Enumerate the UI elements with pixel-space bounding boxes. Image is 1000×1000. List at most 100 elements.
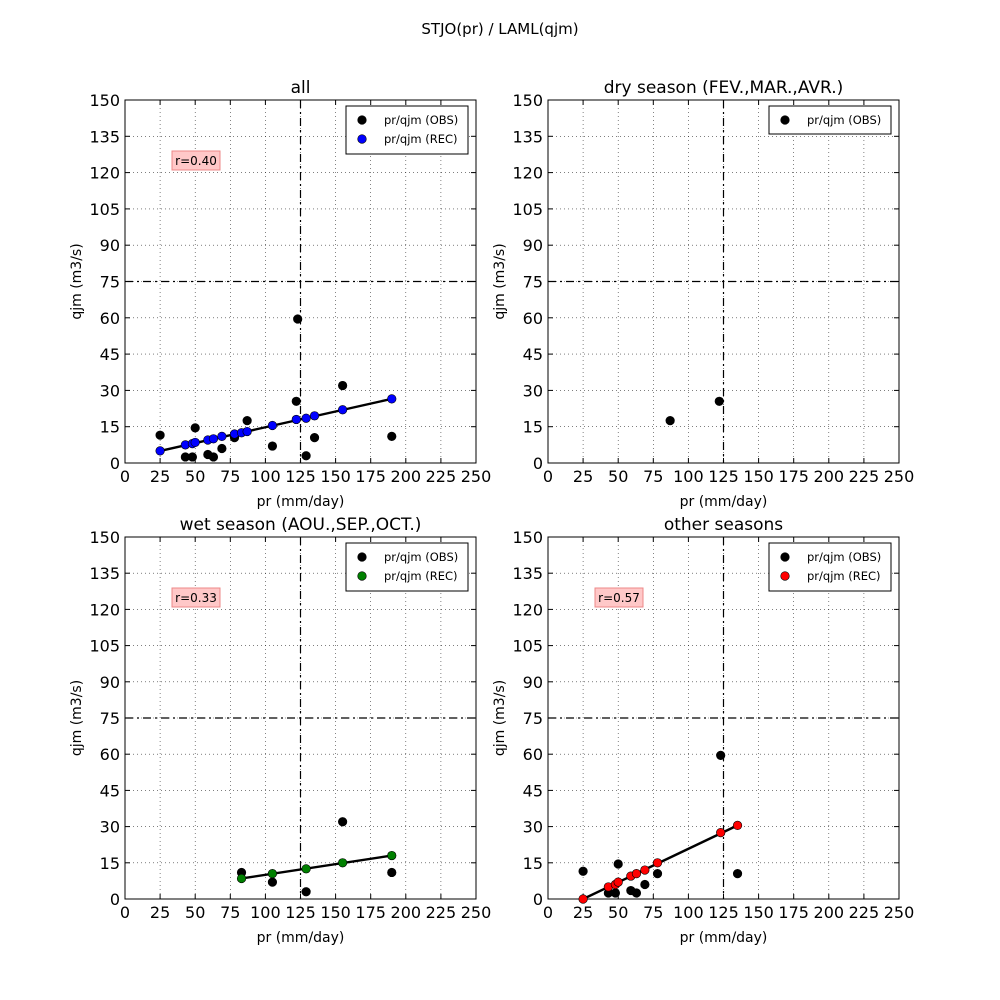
legend-entry: pr/qjm (OBS) [384, 550, 458, 564]
x-tick-label: 200 [391, 903, 422, 922]
y-tick-label: 135 [512, 127, 543, 146]
plot-frame [124, 99, 477, 464]
data-point [640, 865, 650, 875]
subplot-3: 0 25 50 75 100 125 150 175 200 225 250015304560759… [69, 515, 491, 946]
y-tick-label: 60 [100, 745, 120, 764]
figure-suptitle: STJO(pr) / LAML(qjm) [421, 20, 578, 38]
data-point [155, 446, 165, 456]
y-tick-label: 75 [523, 273, 543, 292]
y-tick-label: 90 [523, 673, 543, 692]
y-tick-label: 90 [100, 236, 120, 255]
legend-frame [768, 542, 892, 592]
x-tick-label: 125 [285, 903, 316, 922]
x-tick-label: 150 [743, 467, 774, 486]
x-tick-label: 100 [250, 903, 281, 922]
data-point [338, 817, 348, 827]
y-tick-label: 120 [89, 164, 120, 183]
data-point [242, 416, 252, 426]
y-tick-label: 45 [100, 781, 120, 800]
series-1 [236, 817, 397, 897]
y-tick-label: 105 [89, 200, 120, 219]
legend-marker [780, 552, 790, 562]
x-axis-label: pr (mm/day) [257, 930, 345, 946]
legend-frame [345, 105, 469, 155]
y-tick-label: 150 [89, 528, 120, 547]
data-point [714, 396, 724, 406]
y-tick-label: 30 [523, 381, 543, 400]
data-point [613, 877, 623, 887]
y-axis-label: qjm (m3/s) [69, 680, 85, 756]
data-point [155, 430, 165, 440]
data-point [217, 431, 227, 441]
correlation-label: r=0.33 [175, 591, 217, 605]
data-point [716, 828, 726, 838]
legend-entry: pr/qjm (REC) [384, 569, 458, 583]
data-point [242, 426, 252, 437]
data-point [217, 443, 227, 454]
y-tick-label: 150 [512, 528, 543, 547]
x-tick-label: 150 [743, 903, 774, 922]
x-tick-label: 175 [778, 903, 809, 922]
y-tick-label: 60 [523, 745, 543, 764]
legend-entry: pr/qjm (OBS) [384, 113, 458, 127]
y-tick-label: 105 [512, 637, 543, 656]
y-tick-label: 15 [100, 418, 120, 437]
legend-entry: pr/qjm (OBS) [807, 550, 881, 564]
data-point [610, 888, 620, 898]
data-point [293, 314, 303, 324]
y-tick-label: 105 [512, 200, 543, 219]
x-tick-label: 200 [814, 467, 845, 486]
subplot-title: other seasons [664, 515, 783, 535]
x-tick-label: 225 [426, 467, 457, 486]
correlation-box [171, 587, 221, 608]
data-point [652, 869, 663, 879]
x-tick-label: 50 [185, 467, 205, 486]
data-point [652, 858, 663, 868]
x-tick-label: 25 [150, 903, 170, 922]
y-tick-label: 60 [523, 309, 543, 328]
data-point [301, 413, 311, 423]
x-tick-label: 100 [673, 467, 704, 486]
x-tick-label: 150 [320, 903, 351, 922]
x-tick-label: 150 [320, 467, 351, 486]
legend-marker [780, 115, 790, 125]
x-tick-label: 175 [778, 467, 809, 486]
data-point [309, 432, 320, 443]
legend-entry: pr/qjm (OBS) [807, 113, 881, 127]
y-tick-label: 15 [523, 418, 543, 437]
x-tick-label: 75 [643, 903, 663, 922]
y-tick-label: 0 [533, 890, 543, 909]
data-point [732, 820, 743, 830]
subplot-title: wet season (AOU.,SEP.,OCT.) [180, 515, 422, 535]
x-tick-label: 25 [573, 467, 593, 486]
data-point [665, 416, 675, 426]
legend-frame [345, 542, 469, 592]
y-tick-label: 135 [512, 564, 543, 583]
y-tick-label: 30 [100, 381, 120, 400]
data-point [291, 396, 301, 406]
legend-marker [780, 571, 790, 581]
x-tick-label: 200 [391, 467, 422, 486]
data-point [301, 864, 311, 874]
data-point [613, 859, 623, 869]
data-point [338, 858, 348, 868]
legend-marker [357, 552, 367, 562]
x-tick-label: 25 [150, 467, 170, 486]
x-tick-label: 200 [814, 903, 845, 922]
x-tick-label: 100 [250, 467, 281, 486]
x-tick-label: 125 [708, 903, 739, 922]
x-tick-label: 0 [120, 467, 130, 486]
data-point [387, 850, 397, 861]
data-point [387, 867, 397, 878]
y-tick-label: 15 [523, 854, 543, 873]
data-point [291, 414, 301, 425]
regression-line [241, 854, 392, 880]
subplot-grid: 0 25 50 75 100 125 150 175 200 225 250015304560759… [69, 78, 914, 946]
x-tick-label: 175 [355, 467, 386, 486]
x-tick-label: 225 [849, 903, 880, 922]
data-point [387, 431, 397, 441]
y-tick-label: 120 [512, 600, 543, 619]
data-point [301, 451, 311, 461]
series-1 [665, 396, 724, 426]
